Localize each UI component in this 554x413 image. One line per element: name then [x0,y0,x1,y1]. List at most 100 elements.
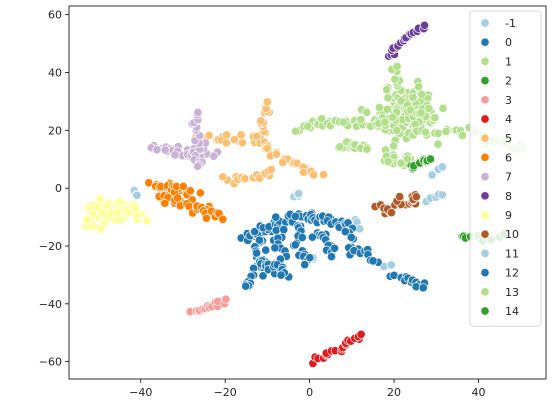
scatter-point-series-0 [290,211,300,221]
scatter-point-series-0 [329,243,340,253]
scatter-point-series-0 [297,232,307,243]
scatter-point-series-5 [240,174,250,184]
legend-marker-4 [480,114,490,124]
legend-label-4: 4 [505,113,512,126]
y-tick-label: 40 [48,67,62,80]
scatter-point-series-9 [122,205,132,215]
scatter-point-series-5 [236,130,246,140]
scatter-point-series-7 [160,145,170,155]
scatter-point-series-0 [326,252,337,262]
scatter-point-series--1 [427,170,437,180]
legend-label-5: 5 [505,132,512,145]
scatter-point-series-1 [374,102,384,113]
scatter-point-series-0 [276,270,286,280]
scatter-point-series-1 [430,113,440,123]
scatter-point-series-3 [221,294,231,304]
scatter-point-series-1 [388,112,398,122]
scatter-point-series-5 [278,157,288,168]
legend-marker-3 [480,95,490,105]
scatter-point-series-6 [173,193,183,203]
scatter-point-series-1 [396,96,406,106]
scatter-point-series-5 [218,172,228,182]
scatter-point-series-1 [438,103,448,113]
scatter-point-series-5 [298,167,309,177]
y-tick-label: 0 [55,182,62,195]
y-tick-label: −20 [39,240,62,253]
x-tick-label: −40 [129,386,152,399]
scatter-point-series-5 [222,130,232,140]
scatter-point-series-5 [318,170,329,180]
scatter-point-series-0 [270,243,280,253]
scatter-point-series-1 [416,108,426,118]
legend-marker-1 [480,56,490,66]
scatter-point-series-1 [433,128,443,138]
scatter-point-series-1 [390,74,400,84]
scatter-point-series-1 [382,85,392,95]
scatter-point-series-0 [368,256,378,266]
scatter-point-series-0 [271,225,281,235]
scatter-point-series--1 [437,190,447,200]
scatter-point-series-4 [356,329,366,339]
scatter-point-series-1 [389,141,399,151]
scatter-point-series-2 [425,154,436,164]
scatter-point-series-9 [132,210,143,220]
legend-marker-13 [480,287,490,297]
scatter-point-series-6 [201,213,211,223]
scatter-point-series-9 [115,197,125,207]
y-tick-label: −40 [39,298,62,311]
scatter-point-series-5 [309,170,319,180]
legend-marker-0 [480,37,490,47]
scatter-point-series-5 [262,97,272,107]
x-axis: −40 −20 0 20 40 [129,379,485,399]
legend-box [469,10,542,327]
scatter-point-series-1 [335,142,345,152]
scatter-point-series-9 [92,202,102,212]
scatter-point-series-5 [221,138,231,148]
scatter-point-series-7 [193,161,203,171]
scatter-point-series-1 [457,130,467,141]
legend-label--1: -1 [505,17,516,30]
scatter-point-series-1 [408,92,418,102]
legend-marker-14 [480,306,490,316]
scatter-point-series-6 [160,198,170,208]
x-tick-label: −20 [214,386,237,399]
x-tick-label: 0 [306,386,313,399]
scatter-point-series-1 [441,126,451,136]
scatter-point-series-0 [271,212,281,222]
scatter-point-series--1 [132,190,142,200]
scatter-point-series-5 [266,164,276,175]
scatter-point-series-5 [204,130,214,141]
scatter-point-series-1 [338,117,348,127]
scatter-point-series--1 [386,260,396,270]
y-tick-label: 20 [48,124,62,137]
scatter-point-series-5 [271,149,281,159]
legend-marker-5 [480,133,490,143]
scatter-point-series-0 [279,225,289,235]
scatter-point-series-5 [237,138,248,148]
scatter-point-series-9 [112,207,122,217]
legend-label-10: 10 [505,228,519,241]
scatter-point-series-10 [411,192,421,202]
scatter-point-series-0 [290,240,300,250]
legend-label-0: 0 [505,36,512,49]
legend-label-7: 7 [505,171,512,184]
scatter-point-series-0 [241,281,251,291]
y-axis: −60 −40 −20 0 20 40 60 [39,9,69,369]
scatter-point-series-5 [256,116,266,126]
legend-marker-6 [480,152,490,162]
scatter-point-series-7 [170,150,180,160]
scatter-point-series-9 [95,194,105,204]
scatter-point-series-1 [383,93,393,103]
legend-label-13: 13 [505,286,519,299]
x-tick-label: 40 [471,386,485,399]
scatter-point-series-5 [292,158,302,168]
legend-label-12: 12 [505,267,519,280]
scatter-point-series-1 [414,82,424,92]
scatter-point-series-6 [218,214,228,224]
scatter-point-series-1 [417,89,427,100]
scatter-point-series-7 [152,145,162,155]
legend-marker-2 [480,76,490,86]
legend-marker-10 [480,229,490,239]
legend-label-9: 9 [505,209,512,222]
scatter-point-series-0 [307,232,317,242]
